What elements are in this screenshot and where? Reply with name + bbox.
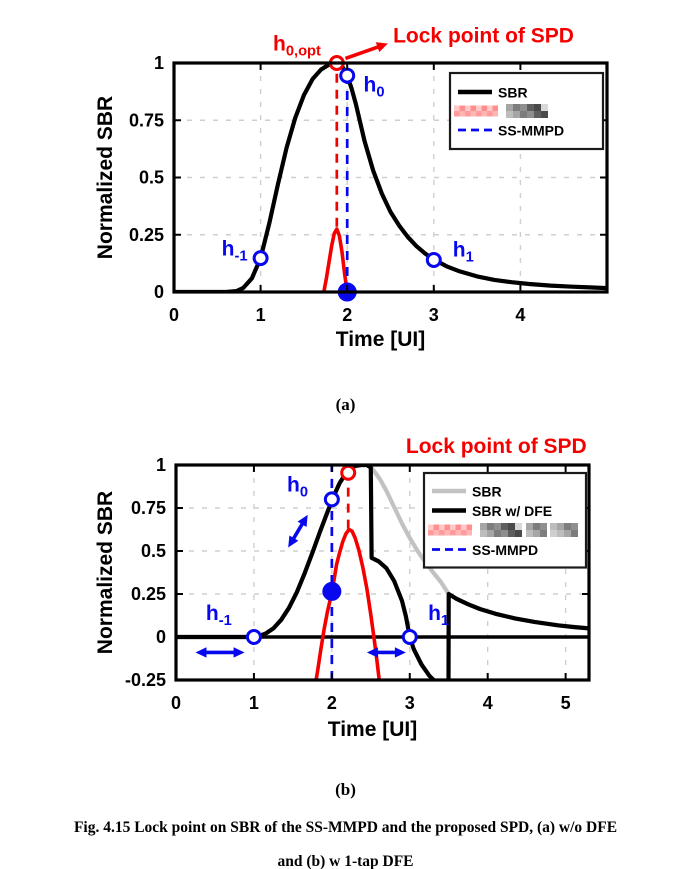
h0-marker	[339, 67, 356, 84]
h1-shift-arrow	[366, 647, 406, 658]
label-h0: h0	[287, 474, 308, 501]
svg-text:3: 3	[405, 693, 415, 713]
svg-text:2: 2	[327, 693, 337, 713]
svg-text:2: 2	[342, 305, 352, 325]
chart-a-sbr-without-dfe: 0 1 2 3 4 0 0.25 0.5 0.75 1 Time [UI] Normalized SB…	[94, 24, 609, 351]
legend-entry-redacted	[428, 523, 578, 537]
y-axis-label: Normalized SBR	[94, 96, 117, 259]
svg-text:0: 0	[171, 693, 181, 713]
svg-text:-0.25: -0.25	[125, 670, 166, 690]
caption-line-1: Fig. 4.15 Lock point on SBR of the SS-MM…	[73, 819, 618, 836]
figure-caption: Fig. 4.15 Lock point on SBR of the SS-MM…	[0, 805, 691, 869]
legend-entry-sbr: SBR	[458, 85, 528, 101]
svg-text:SBR: SBR	[472, 484, 502, 500]
h0-marker	[323, 491, 340, 508]
svg-text:SS-MMPD: SS-MMPD	[472, 542, 538, 558]
legend: SBR SBR w/ DFE SS-MMPD	[422, 471, 588, 569]
legend-entry-redacted	[454, 104, 548, 118]
legend-entry-ss-mmpd: SS-MMPD	[432, 542, 538, 558]
svg-text:SBR: SBR	[498, 85, 528, 101]
h-minus-1-marker	[245, 629, 262, 645]
ss-mmpd-lock-marker	[322, 581, 342, 601]
label-h0-opt: h0,opt	[273, 32, 321, 59]
caption-line-2: and (b) w 1-tap DFE	[277, 853, 414, 869]
tick-marks	[173, 62, 607, 293]
label-h-minus-1: h-1	[206, 602, 232, 629]
svg-text:4: 4	[483, 693, 493, 713]
x-axis-tick-labels: 0 1 2 3 4	[169, 305, 525, 325]
svg-text:3: 3	[429, 305, 439, 325]
svg-text:1: 1	[249, 693, 259, 713]
svg-text:0: 0	[156, 627, 166, 647]
svg-text:1: 1	[156, 455, 166, 475]
series-spd-pulse	[322, 227, 349, 293]
series-spd-pulse	[314, 527, 382, 681]
legend-entry-sbr: SBR	[432, 484, 502, 500]
svg-text:0.25: 0.25	[131, 584, 166, 604]
h-minus-1-shift-arrow	[195, 647, 245, 658]
svg-text:5: 5	[561, 693, 571, 713]
svg-text:4: 4	[515, 305, 525, 325]
svg-text:0.5: 0.5	[139, 168, 164, 188]
h1-marker	[401, 629, 418, 645]
plot-border	[174, 463, 591, 682]
series-sbr-w-dfe	[176, 464, 589, 681]
y-axis-tick-labels: 0 0.25 0.5 0.75 1	[129, 53, 164, 302]
spd-lock-point-marker	[340, 464, 357, 481]
svg-text:0: 0	[169, 305, 179, 325]
y-axis-label: Normalized SBR	[94, 491, 117, 654]
series-sbr	[174, 62, 607, 293]
label-h-minus-1: h-1	[222, 237, 248, 264]
legend-entry-ss-mmpd: SS-MMPD	[458, 123, 564, 139]
x-axis-label: Time [UI]	[336, 328, 425, 351]
y-axis-tick-labels: -0.25 0 0.25 0.5 0.75 1	[125, 455, 166, 690]
svg-text:1: 1	[256, 305, 266, 325]
label-h1: h1	[428, 602, 449, 629]
lock-point-of-spd-label: Lock point of SPD	[406, 435, 587, 458]
x-axis-label: Time [UI]	[328, 718, 417, 741]
svg-text:1: 1	[154, 53, 164, 73]
svg-text:SS-MMPD: SS-MMPD	[498, 123, 564, 139]
h1-marker	[425, 251, 442, 268]
subfigure-label-a: (a)	[335, 395, 356, 414]
svg-text:SBR w/ DFE: SBR w/ DFE	[472, 503, 552, 519]
svg-text:0: 0	[154, 282, 164, 302]
x-axis-tick-labels: 0 1 2 3 4 5	[171, 693, 571, 713]
legend-entry-sbr-w-dfe: SBR w/ DFE	[432, 503, 552, 519]
h-minus-1-marker	[252, 250, 269, 267]
lock-point-arrow	[344, 42, 388, 61]
label-h1: h1	[453, 239, 474, 266]
svg-text:0.5: 0.5	[141, 541, 166, 561]
subfigure-label-b: (b)	[335, 780, 356, 799]
label-h0: h0	[364, 74, 385, 101]
svg-text:0.25: 0.25	[129, 225, 164, 245]
svg-text:0.75: 0.75	[129, 110, 164, 130]
lock-point-of-spd-label: Lock point of SPD	[393, 24, 574, 47]
svg-text:0.75: 0.75	[131, 498, 166, 518]
legend: SBR SS-MMPD	[448, 71, 605, 151]
h0-shift-arrow	[288, 514, 308, 548]
